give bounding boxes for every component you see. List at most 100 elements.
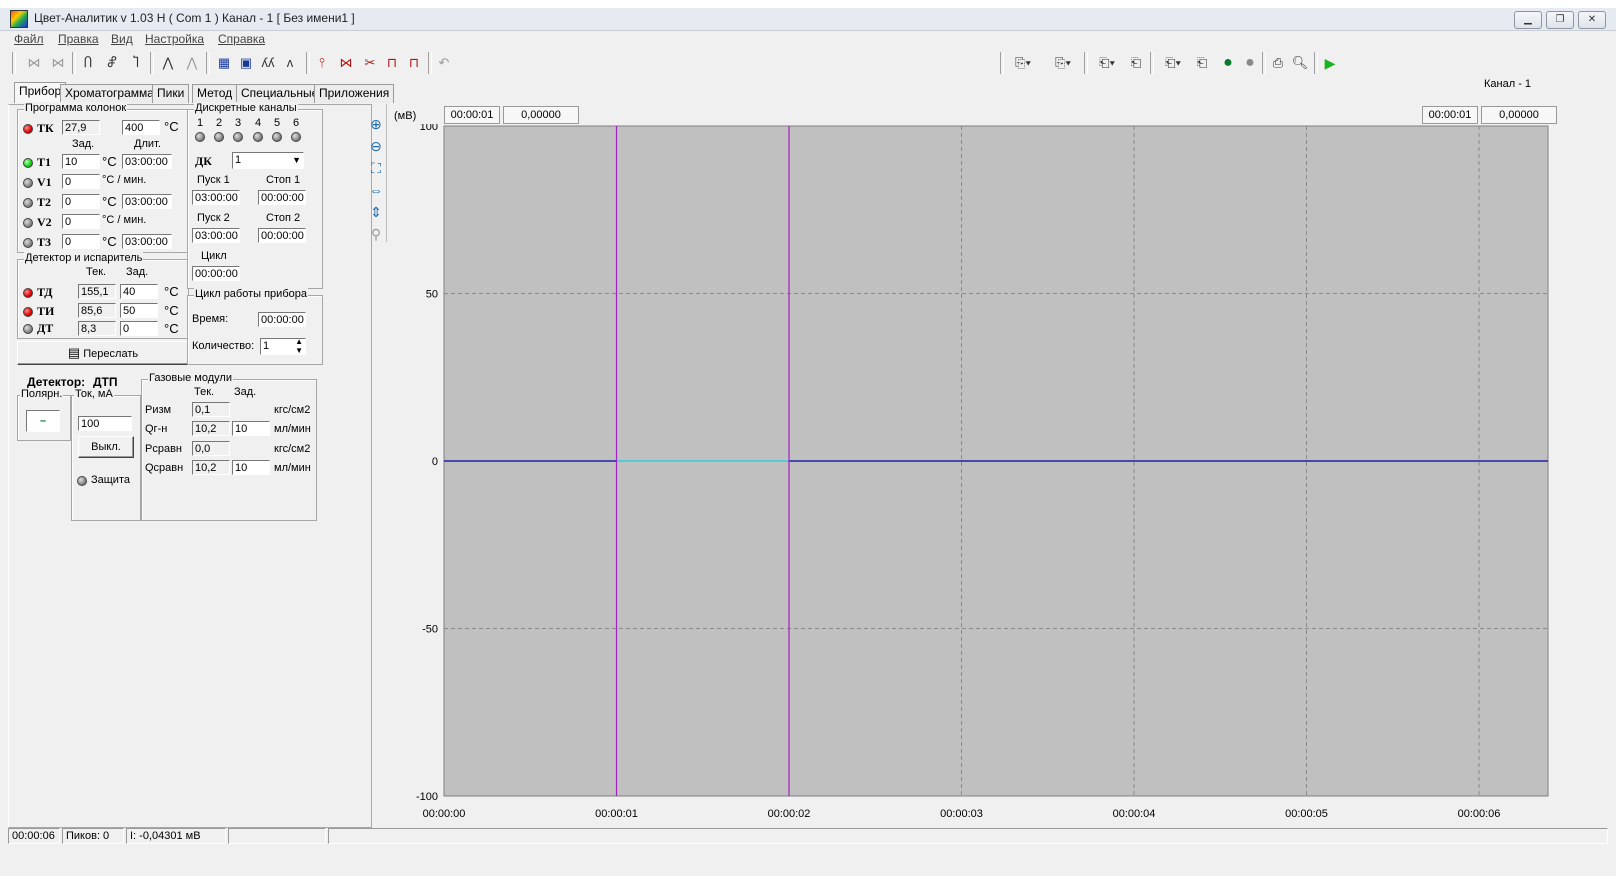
menu-edit[interactable]: Правка [58, 32, 99, 46]
status-time: 00:00:06 [8, 828, 60, 844]
peak-mark-icon[interactable]: Ⴥ [107, 55, 117, 70]
current-title: Ток, мА [74, 388, 114, 400]
discrete-channels-group: Дискретные каналы 1 2 3 4 5 6 ДК 1 ▼ Пус… [187, 102, 323, 289]
t3-value-field[interactable]: 0 [62, 234, 100, 249]
right-toolbar: ⎘▾ ⎘▾ ⎗▾ ⎗ ⎗▾ ⎗ ● ● ⎙ 🔍︎ ▶ [1000, 48, 1360, 74]
open-menu-icon[interactable]: ⎘▾ [1015, 55, 1031, 70]
t3-duration-field[interactable]: 03:00:00 [122, 234, 172, 249]
tab-special[interactable]: Специальные [236, 84, 324, 103]
start1-field[interactable]: 03:00:00 [192, 190, 240, 205]
dt-status-indicator [23, 324, 33, 334]
disconnect-icon[interactable]: ● [1245, 54, 1255, 71]
peak-add-icon[interactable]: Ⴖ [83, 55, 93, 70]
stop1-field[interactable]: 00:00:00 [258, 190, 306, 205]
minimize-button[interactable]: ▁ [1514, 11, 1542, 29]
p-meas-label: Ризм [145, 404, 172, 416]
close-button[interactable]: ✕ [1578, 11, 1606, 29]
pulse-icon[interactable]: ⊓ [386, 55, 398, 70]
maximize-button[interactable]: ❐ [1546, 11, 1574, 29]
current-field[interactable]: 100 [78, 416, 132, 431]
spinner-arrows-icon[interactable]: ▲ ▼ [295, 338, 303, 355]
tab-applications[interactable]: Приложения [314, 84, 395, 103]
peak-merge-icon[interactable]: ⋈ [51, 55, 65, 70]
polarity-title: Полярн. [20, 388, 64, 400]
zoom-in-icon[interactable]: ⊕ [370, 116, 382, 132]
save-menu-icon[interactable]: ⎘▾ [1055, 55, 1071, 70]
transfer-icon[interactable]: ⎗ [1196, 55, 1208, 70]
peak-split-icon[interactable]: ⋈ [27, 55, 41, 70]
cycle-time-field[interactable]: 00:00:00 [258, 312, 306, 327]
send-button-label: Переслать [83, 348, 139, 360]
t3-unit: °C [102, 234, 117, 249]
tab-method[interactable]: Метод [192, 84, 238, 103]
x-tick-label: 00:00:04 [1113, 808, 1156, 820]
q-ref-set-field[interactable]: 10 [232, 460, 270, 475]
zoom-fit-icon[interactable]: ⛶ [371, 160, 381, 176]
v2-value-field[interactable]: 0 [62, 214, 100, 229]
import-icon[interactable]: ⎗ [1130, 55, 1142, 70]
peak-area-icon[interactable]: ʌ [286, 55, 294, 70]
tab-chromatogram[interactable]: Хроматограмма [60, 84, 159, 103]
chart-view-icon[interactable]: ▦ [217, 55, 231, 70]
print-icon[interactable]: ⎙ [1272, 55, 1284, 70]
channel-2-label: 2 [216, 117, 223, 129]
pulse-end-icon[interactable]: ⊓ [408, 55, 420, 70]
channel-5-label: 5 [274, 117, 281, 129]
column-program-title: Программа колонок [24, 102, 128, 114]
t1-value-field[interactable]: 10 [62, 154, 100, 169]
cut-start-icon[interactable]: ⫯ [319, 55, 325, 70]
chart-grid-icon[interactable]: ▣ [239, 55, 253, 70]
zoom-horizontal-icon[interactable]: ⇔ [369, 182, 383, 198]
start2-label: Пуск 2 [197, 212, 230, 224]
menu-view[interactable]: Вид [111, 32, 133, 46]
send-button[interactable]: ▤ Переслать [17, 341, 189, 365]
t1-status-indicator [23, 158, 33, 168]
t2-value-field[interactable]: 0 [62, 194, 100, 209]
start-run-icon[interactable]: ▶ [1324, 55, 1336, 71]
channel-1-indicator [195, 132, 205, 142]
cycle-field[interactable]: 00:00:00 [192, 266, 240, 281]
t1-duration-field[interactable]: 03:00:00 [122, 154, 172, 169]
ti-set-field[interactable]: 50 [120, 303, 158, 318]
detector-evaporator-group: Детектор и испаритель Тек. Зад. ТД 155,1… [17, 252, 189, 339]
v1-value-field[interactable]: 0 [62, 174, 100, 189]
p-ref-label: Рсравн [145, 443, 182, 455]
peaks-icon[interactable]: ʎʎ [261, 55, 275, 70]
q-carrier-set-field[interactable]: 10 [232, 421, 270, 436]
binoculars-icon[interactable]: ⚲ [370, 226, 382, 242]
cycle-count-spinner[interactable]: 1 ▲ ▼ [260, 338, 306, 355]
start2-field[interactable]: 03:00:00 [192, 228, 240, 243]
zoom-out-icon[interactable]: ⊖ [370, 138, 382, 154]
t2-duration-field[interactable]: 03:00:00 [122, 194, 172, 209]
menu-settings[interactable]: Настройка [145, 32, 205, 46]
td-set-field[interactable]: 40 [120, 284, 158, 299]
dt-set-field[interactable]: 0 [120, 321, 158, 336]
menu-bar: Файл Правка Вид Настройка Справка [0, 30, 1616, 48]
cycle-label: Цикл [201, 250, 227, 262]
tab-peaks[interactable]: Пики [152, 84, 190, 103]
cut-range-icon[interactable]: ⋈ [339, 55, 353, 70]
zoom-vertical-icon[interactable]: ⇕ [370, 204, 382, 220]
baseline-reset-icon[interactable]: ⋀ [186, 55, 198, 70]
tk-set-field[interactable]: 400 [122, 120, 160, 135]
export-menu-icon[interactable]: ⎗▾ [1099, 55, 1115, 70]
tk-unit: °C [164, 119, 179, 134]
dk-select[interactable]: 1 ▼ [232, 152, 304, 169]
polarity-display[interactable]: – [26, 410, 60, 432]
scissors-icon[interactable]: ✂ [364, 55, 376, 70]
td-label: ТД [37, 285, 53, 299]
gas-modules-group: Газовые модули Тек. Зад. Ризм 0,1 кгс/см… [141, 372, 317, 521]
transfer-menu-icon[interactable]: ⎗▾ [1165, 55, 1181, 70]
menu-help[interactable]: Справка [218, 32, 266, 46]
connect-icon[interactable]: ● [1223, 54, 1233, 71]
tab-device[interactable]: Прибор [14, 82, 67, 103]
stop2-field[interactable]: 00:00:00 [258, 228, 306, 243]
peak-tail-icon[interactable]: Ⴈ [133, 55, 139, 70]
undo-icon[interactable]: ↶ [438, 55, 450, 70]
baseline-icon[interactable]: ⋀ [162, 55, 174, 70]
channel-5-indicator [272, 132, 282, 142]
menu-file[interactable]: Файл [14, 32, 44, 46]
off-button[interactable]: Выкл. [78, 436, 134, 458]
chromatogram-chart[interactable]: 100 50 0 -50 -100 00:00:00 00:00:01 00:00:02 00:… [392, 124, 1562, 824]
print-preview-icon[interactable]: 🔍︎ [1291, 55, 1309, 70]
